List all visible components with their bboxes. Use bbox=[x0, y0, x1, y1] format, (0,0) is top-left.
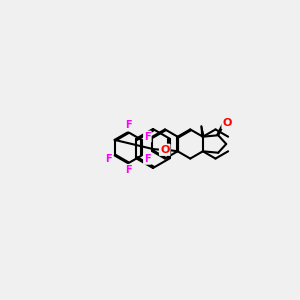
Text: F: F bbox=[125, 121, 131, 130]
Text: F: F bbox=[144, 132, 151, 142]
Text: F: F bbox=[144, 154, 151, 164]
Text: F: F bbox=[125, 165, 131, 175]
Text: O: O bbox=[160, 145, 169, 155]
Text: O: O bbox=[223, 118, 232, 128]
Polygon shape bbox=[201, 126, 204, 137]
Text: F: F bbox=[106, 154, 112, 164]
